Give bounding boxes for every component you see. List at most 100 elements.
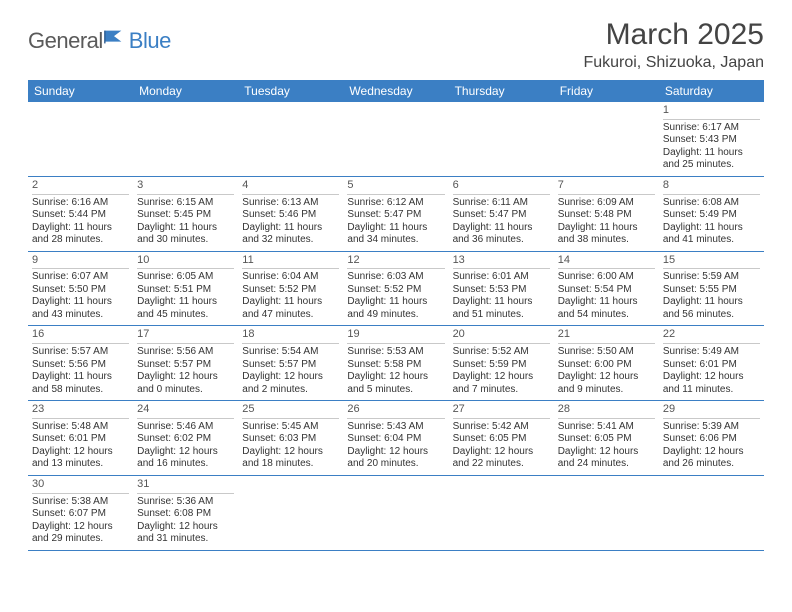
sunrise-text: Sunrise: 5:54 AM [242,346,339,359]
sunrise-text: Sunrise: 6:11 AM [453,197,550,210]
day-header: Thursday [449,80,554,102]
daylight-text: Daylight: 11 hours and 41 minutes. [663,222,760,247]
flag-icon [103,28,125,46]
day-number: 14 [558,254,570,266]
sunset-text: Sunset: 6:01 PM [32,433,129,446]
calendar-cell: 10Sunrise: 6:05 AMSunset: 5:51 PMDayligh… [133,251,238,326]
calendar-cell: 9Sunrise: 6:07 AMSunset: 5:50 PMDaylight… [28,251,133,326]
sunrise-text: Sunrise: 6:03 AM [347,271,444,284]
calendar-cell [659,475,764,550]
calendar-week-row: 16Sunrise: 5:57 AMSunset: 5:56 PMDayligh… [28,326,764,401]
sunset-text: Sunset: 5:57 PM [137,359,234,372]
daylight-text: Daylight: 11 hours and 38 minutes. [558,222,655,247]
calendar-week-row: 23Sunrise: 5:48 AMSunset: 6:01 PMDayligh… [28,401,764,476]
daylight-text: Daylight: 12 hours and 9 minutes. [558,371,655,396]
sunrise-text: Sunrise: 6:08 AM [663,197,760,210]
day-number: 3 [137,179,143,191]
day-number: 17 [137,328,149,340]
day-number: 6 [453,179,459,191]
day-number-wrap: 25 [242,403,339,419]
calendar-week-row: 1Sunrise: 6:17 AMSunset: 5:43 PMDaylight… [28,102,764,176]
daylight-text: Daylight: 12 hours and 18 minutes. [242,446,339,471]
day-number: 24 [137,403,149,415]
calendar-cell: 3Sunrise: 6:15 AMSunset: 5:45 PMDaylight… [133,176,238,251]
calendar-cell: 15Sunrise: 5:59 AMSunset: 5:55 PMDayligh… [659,251,764,326]
sunrise-text: Sunrise: 5:59 AM [663,271,760,284]
daylight-text: Daylight: 11 hours and 51 minutes. [453,296,550,321]
day-number: 27 [453,403,465,415]
day-number: 11 [242,254,253,266]
daylight-text: Daylight: 12 hours and 16 minutes. [137,446,234,471]
day-number-wrap: 30 [32,478,129,494]
header: General Blue March 2025 Fukuroi, Shizuok… [28,18,764,72]
sunrise-text: Sunrise: 5:56 AM [137,346,234,359]
day-number-wrap: 11 [242,254,339,270]
daylight-text: Daylight: 11 hours and 25 minutes. [663,147,760,172]
day-number: 29 [663,403,675,415]
calendar-cell [133,102,238,176]
calendar-cell: 19Sunrise: 5:53 AMSunset: 5:58 PMDayligh… [343,326,448,401]
sunset-text: Sunset: 5:53 PM [453,284,550,297]
calendar-cell [28,102,133,176]
day-number: 25 [242,403,254,415]
sunset-text: Sunset: 5:45 PM [137,209,234,222]
day-number: 13 [453,254,465,266]
sunset-text: Sunset: 5:48 PM [558,209,655,222]
sunrise-text: Sunrise: 5:46 AM [137,421,234,434]
day-header: Wednesday [343,80,448,102]
calendar-cell: 5Sunrise: 6:12 AMSunset: 5:47 PMDaylight… [343,176,448,251]
daylight-text: Daylight: 12 hours and 29 minutes. [32,521,129,546]
sunrise-text: Sunrise: 6:01 AM [453,271,550,284]
day-number: 31 [137,478,149,490]
calendar-cell: 23Sunrise: 5:48 AMSunset: 6:01 PMDayligh… [28,401,133,476]
calendar-cell: 1Sunrise: 6:17 AMSunset: 5:43 PMDaylight… [659,102,764,176]
sunset-text: Sunset: 5:58 PM [347,359,444,372]
sunset-text: Sunset: 5:46 PM [242,209,339,222]
daylight-text: Daylight: 12 hours and 11 minutes. [663,371,760,396]
calendar-cell: 20Sunrise: 5:52 AMSunset: 5:59 PMDayligh… [449,326,554,401]
calendar-cell [238,475,343,550]
calendar-cell: 25Sunrise: 5:45 AMSunset: 6:03 PMDayligh… [238,401,343,476]
sunset-text: Sunset: 6:00 PM [558,359,655,372]
day-header: Friday [554,80,659,102]
logo-text-blue: Blue [129,28,171,54]
day-number: 20 [453,328,465,340]
sunrise-text: Sunrise: 5:48 AM [32,421,129,434]
daylight-text: Daylight: 12 hours and 13 minutes. [32,446,129,471]
daylight-text: Daylight: 11 hours and 49 minutes. [347,296,444,321]
sunrise-text: Sunrise: 5:42 AM [453,421,550,434]
calendar-cell: 6Sunrise: 6:11 AMSunset: 5:47 PMDaylight… [449,176,554,251]
day-number-wrap: 19 [347,328,444,344]
calendar-cell: 11Sunrise: 6:04 AMSunset: 5:52 PMDayligh… [238,251,343,326]
daylight-text: Daylight: 11 hours and 36 minutes. [453,222,550,247]
sunset-text: Sunset: 6:05 PM [453,433,550,446]
day-number: 18 [242,328,254,340]
day-number: 5 [347,179,353,191]
day-number-wrap: 9 [32,254,129,270]
day-number-wrap: 2 [32,179,129,195]
sunrise-text: Sunrise: 5:49 AM [663,346,760,359]
calendar-cell: 27Sunrise: 5:42 AMSunset: 6:05 PMDayligh… [449,401,554,476]
month-title: March 2025 [583,18,764,52]
sunrise-text: Sunrise: 6:00 AM [558,271,655,284]
sunrise-text: Sunrise: 5:45 AM [242,421,339,434]
sunset-text: Sunset: 5:44 PM [32,209,129,222]
day-number: 16 [32,328,44,340]
day-number-wrap: 6 [453,179,550,195]
sunset-text: Sunset: 6:02 PM [137,433,234,446]
calendar-cell [343,475,448,550]
day-header: Monday [133,80,238,102]
sunset-text: Sunset: 6:07 PM [32,508,129,521]
sunset-text: Sunset: 5:57 PM [242,359,339,372]
sunset-text: Sunset: 5:56 PM [32,359,129,372]
day-number: 1 [663,104,669,116]
day-number-wrap: 22 [663,328,760,344]
daylight-text: Daylight: 12 hours and 31 minutes. [137,521,234,546]
location: Fukuroi, Shizuoka, Japan [583,54,764,72]
calendar-cell: 18 Sunrise: 5:54 AMSunset: 5:57 PMDayligh… [238,326,343,401]
day-number: 12 [347,254,359,266]
day-number-wrap: 28 [558,403,655,419]
sunset-text: Sunset: 5:59 PM [453,359,550,372]
daylight-text: Daylight: 11 hours and 43 minutes. [32,296,129,321]
daylight-text: Daylight: 12 hours and 2 minutes. [242,371,339,396]
